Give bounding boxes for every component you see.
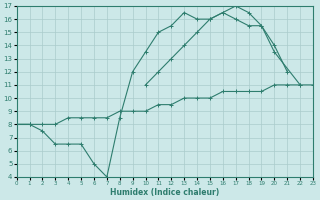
- X-axis label: Humidex (Indice chaleur): Humidex (Indice chaleur): [110, 188, 220, 197]
